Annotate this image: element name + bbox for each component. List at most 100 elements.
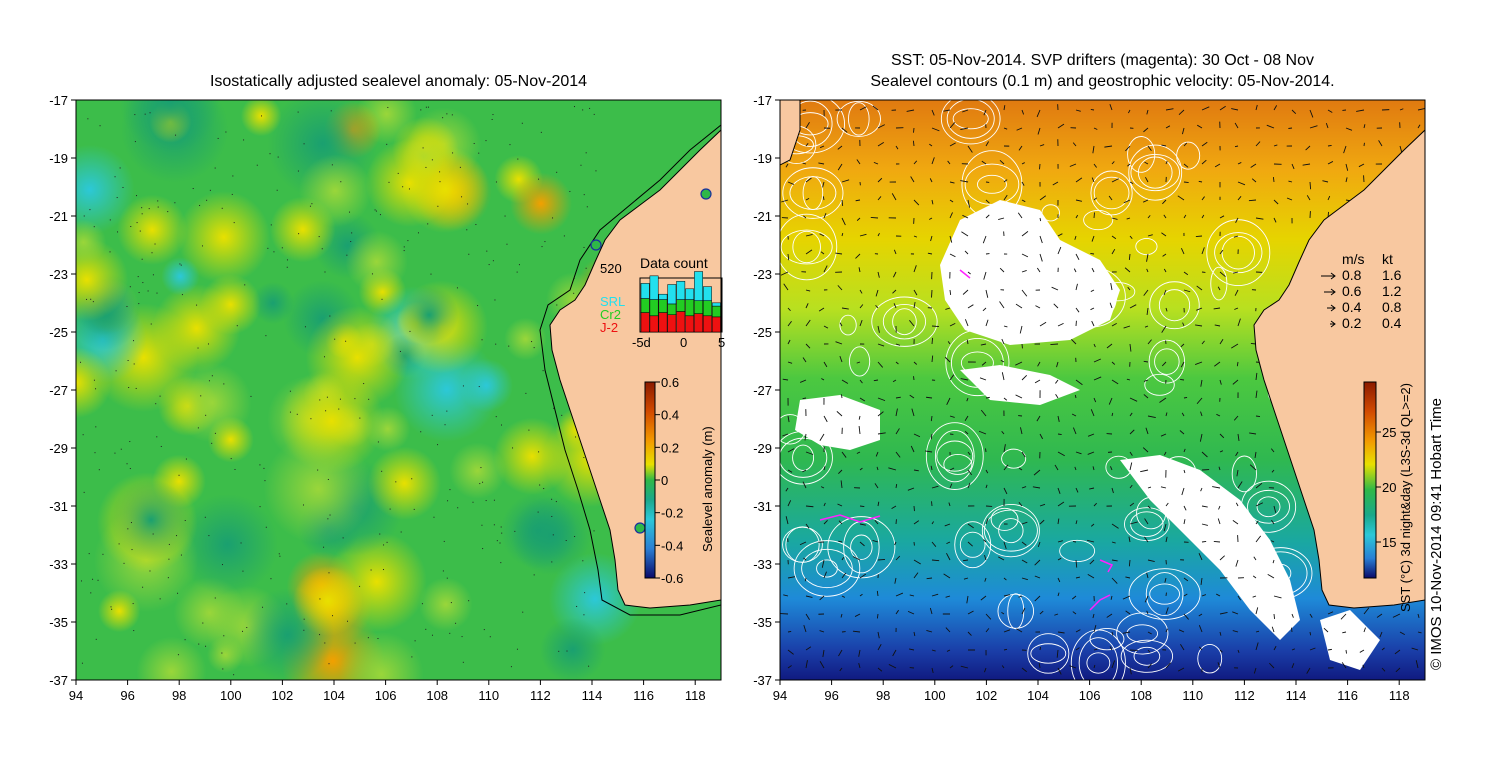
along-track-dot [303, 629, 305, 631]
along-track-dot [431, 159, 433, 161]
along-track-dot [286, 266, 288, 268]
velocity-arrow [787, 253, 790, 261]
along-track-dot [379, 533, 381, 535]
velocity-arrow [893, 303, 897, 309]
velocity-arrow [1323, 627, 1329, 633]
velocity-arrow [1057, 322, 1064, 327]
y-tick-label: -35 [753, 615, 772, 630]
velocity-arrow [1291, 648, 1296, 651]
data-count-bar-cr2 [667, 303, 677, 315]
velocity-arrow [1217, 662, 1221, 669]
velocity-arrow [982, 307, 987, 312]
velocity-arrow [787, 415, 790, 423]
velocity-arrow [1165, 662, 1171, 669]
along-track-dot [137, 276, 139, 278]
velocity-arrow [983, 271, 987, 280]
velocity-arrow [1327, 195, 1331, 201]
velocity-arrow [1111, 660, 1116, 669]
velocity-arrow [859, 319, 863, 327]
velocity-arrow [787, 469, 793, 473]
along-track-dot [200, 395, 202, 397]
along-track-dot [477, 305, 479, 307]
velocity-arrow [841, 217, 846, 226]
velocity-arrow [1092, 466, 1095, 471]
velocity-arrow [818, 307, 825, 312]
along-track-dot [425, 166, 427, 168]
along-track-dot [209, 189, 211, 191]
velocity-arrow [1345, 177, 1348, 183]
sla-colorbar-tick-label: 0.4 [661, 408, 679, 423]
along-track-dot [319, 399, 321, 401]
velocity-arrow [1109, 104, 1113, 111]
along-track-dot [449, 632, 451, 634]
velocity-arrow [931, 109, 935, 116]
velocity-arrow [1126, 378, 1131, 381]
velocity-arrow [1270, 448, 1275, 453]
velocity-arrow [1165, 536, 1168, 543]
velocity-arrow [1219, 379, 1222, 385]
velocity-arrow [1309, 631, 1312, 636]
velocity-arrow [1018, 467, 1023, 471]
velocity-arrow [1123, 199, 1131, 204]
velocity-arrow [802, 162, 807, 165]
sealevel-contour [780, 229, 833, 265]
velocity-arrow [895, 592, 904, 597]
sealevel-contour [1149, 281, 1200, 330]
velocity-arrow [1198, 646, 1203, 651]
along-track-dot [142, 586, 144, 588]
velocity-arrow [985, 319, 989, 327]
velocity-arrow [1073, 268, 1077, 273]
velocity-arrow [1075, 177, 1083, 183]
velocity-arrow [876, 590, 879, 597]
velocity-arrow [780, 271, 789, 276]
velocity-arrow [1198, 625, 1203, 633]
velocity-arrow [1305, 145, 1311, 151]
x-tick-label: 98 [876, 688, 890, 703]
velocity-arrow [873, 379, 879, 382]
velocity-arrow [1111, 577, 1118, 584]
velocity-arrow [943, 573, 951, 579]
velocity-arrow [1129, 521, 1138, 525]
velocity-arrow [1089, 487, 1095, 490]
sealevel-anomaly-map: 94 96 98 100 102 104 106 108 110 112 114 116 118 -17… [49, 93, 725, 703]
velocity-arrow [1129, 451, 1133, 456]
velocity-arrow [1399, 108, 1404, 111]
velocity-arrow [1125, 145, 1131, 152]
along-track-dot [270, 578, 272, 580]
sealevel-contour [882, 304, 927, 340]
x-tick-label: 98 [172, 688, 186, 703]
velocity-arrow [1266, 124, 1275, 129]
velocity-arrow [1255, 217, 1264, 220]
along-track-dot [495, 416, 497, 418]
velocity-arrow [1233, 235, 1239, 238]
velocity-arrow [1003, 127, 1008, 130]
along-track-dot [276, 189, 278, 191]
right-x-axis: 94 96 98 100 102 104 106 108 110 112 114 116 118 [773, 680, 1410, 703]
velocity-arrow [1147, 559, 1155, 562]
along-track-dot [80, 580, 82, 582]
along-track-dot [539, 484, 541, 486]
velocity-arrow [944, 356, 951, 363]
along-track-dot [135, 387, 137, 389]
velocity-arrow [946, 541, 951, 545]
velocity-arrow [1165, 607, 1169, 615]
along-track-dot [501, 424, 503, 426]
velocity-arrow [888, 467, 897, 471]
data-count-bar-cr2 [676, 299, 686, 312]
velocity-arrow [931, 325, 940, 328]
velocity-arrow [805, 197, 810, 201]
velocity-arrow [926, 630, 933, 633]
velocity-arrow [823, 502, 826, 507]
data-count-bar-j2 [694, 313, 703, 333]
velocity-arrow [1250, 163, 1257, 168]
velocity-arrow [1306, 667, 1311, 674]
velocity-arrow [1272, 559, 1275, 564]
velocity-arrow [852, 556, 861, 561]
velocity-arrow [1219, 649, 1223, 653]
velocity-arrow [1093, 212, 1095, 219]
velocity-arrow [1198, 613, 1203, 617]
sealevel-contour [1027, 633, 1070, 674]
velocity-arrow [1201, 106, 1210, 111]
along-track-dot [156, 292, 158, 294]
velocity-arrow [1021, 667, 1028, 673]
